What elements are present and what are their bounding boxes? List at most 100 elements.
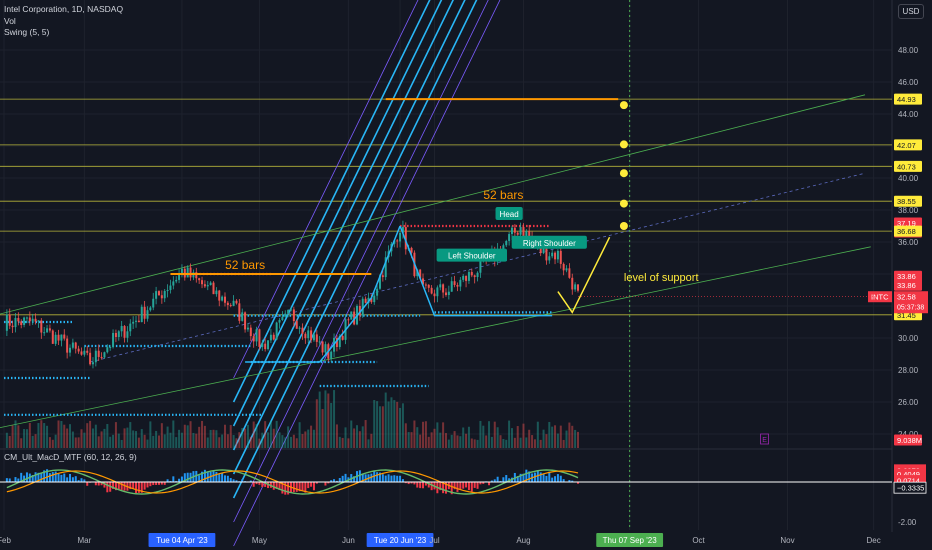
volume-bar [399, 407, 402, 448]
time-tick: Oct [692, 536, 705, 545]
candle-body [559, 250, 562, 264]
macd-histogram-bar [410, 482, 413, 484]
price-badge [894, 279, 922, 291]
volume-bar [493, 421, 496, 448]
macd-title[interactable]: CM_Ult_MacD_MTF (60, 12, 26, 9) [4, 452, 137, 462]
macd-histogram-bar [396, 475, 399, 482]
volume-bar [212, 429, 215, 448]
candle-body [312, 334, 315, 341]
volume-bar [364, 420, 367, 448]
pattern-outline [399, 225, 553, 317]
candle-body [310, 330, 313, 341]
trend-line [0, 246, 871, 428]
volume-bar [522, 423, 525, 448]
candle-body [57, 334, 60, 341]
volume-bar [536, 421, 539, 448]
candle-body [172, 281, 175, 286]
macd-histogram-bar [493, 479, 496, 482]
volume-bar [163, 434, 166, 448]
volume-bar [249, 436, 252, 448]
vol-label[interactable]: Vol [4, 15, 16, 26]
candle-body [476, 272, 479, 278]
candle-body [74, 342, 77, 349]
volume-bar [218, 437, 221, 448]
pattern-outline [245, 225, 401, 363]
macd-histogram-bar [422, 482, 425, 489]
volume-bar [166, 426, 169, 448]
symbol-title[interactable]: Intel Corporation, 1D, NASDAQ [4, 4, 124, 14]
swing-label[interactable]: Swing (5, 5) [4, 27, 50, 37]
candle-body [516, 232, 519, 235]
candle-body [284, 313, 287, 317]
candle-body [258, 329, 261, 347]
trend-line [90, 172, 866, 363]
volume-bar [229, 425, 232, 448]
candle-body [238, 303, 241, 321]
candle-body [427, 284, 430, 288]
macd-histogram-bar [399, 475, 402, 482]
macd-histogram-bar [77, 480, 80, 482]
left-shoulder-label: Left Shoulder [448, 252, 496, 261]
volume-bar [31, 435, 34, 448]
macd-histogram-bar [330, 480, 333, 482]
price-tick: 40.00 [898, 174, 919, 183]
currency-button[interactable]: USD [898, 4, 924, 19]
macd-histogram-bar [488, 482, 491, 486]
macd-histogram-bar [287, 482, 290, 495]
candle-body [467, 272, 470, 281]
price-badge-label: 42.07 [897, 141, 916, 150]
volume-bar [23, 429, 26, 448]
candle-body [424, 284, 427, 286]
macd-histogram-bar [229, 478, 232, 482]
volume-bar [542, 429, 545, 448]
macd-histogram-bar [25, 472, 28, 482]
macd-histogram-bar [310, 482, 313, 487]
volume-bar [347, 438, 350, 448]
macd-histogram-bar [212, 471, 215, 482]
macd-histogram-bar [384, 475, 387, 482]
macd-histogram-bar [465, 482, 468, 488]
candle-body [100, 356, 103, 358]
volume-bar [427, 436, 430, 448]
candle-body [324, 344, 327, 353]
macd-histogram-bar [160, 482, 163, 485]
volume-bar [264, 421, 267, 448]
candle-body [267, 340, 270, 350]
macd-histogram-bar [97, 482, 100, 486]
macd-histogram-bar [344, 473, 347, 482]
price-badge [894, 93, 922, 105]
time-tick: Nov [780, 536, 794, 545]
volume-bar [137, 437, 140, 448]
candle-body [522, 226, 525, 236]
volume-bar [63, 424, 66, 448]
candle-body [152, 298, 155, 308]
volume-bar [338, 436, 341, 448]
volume-bar [80, 429, 83, 448]
macd-histogram-bar [152, 482, 155, 486]
volume-bar [496, 427, 499, 448]
macd-histogram-bar [568, 480, 571, 482]
volume-bar [206, 437, 209, 448]
volume-bar [77, 437, 80, 448]
macd-histogram-bar [71, 477, 74, 482]
macd-histogram-bar [505, 475, 508, 482]
volume-bar [201, 420, 204, 448]
candle-body [166, 290, 169, 292]
volume-bar [344, 427, 347, 448]
price-badge [894, 139, 922, 151]
candle-body [315, 334, 318, 342]
volume-bar [450, 434, 453, 448]
volume-bar [554, 425, 557, 448]
candle-body [381, 275, 384, 278]
candle-body [269, 334, 272, 341]
macd-histogram-bar [54, 471, 57, 482]
macd-histogram-bar [132, 482, 135, 489]
time-tick: May [252, 536, 267, 545]
price-badge-label: 44.93 [897, 95, 916, 104]
volume-bar [175, 437, 178, 448]
volume-bar [221, 434, 224, 448]
volume-bar [238, 432, 241, 448]
volume-bar [246, 424, 249, 448]
